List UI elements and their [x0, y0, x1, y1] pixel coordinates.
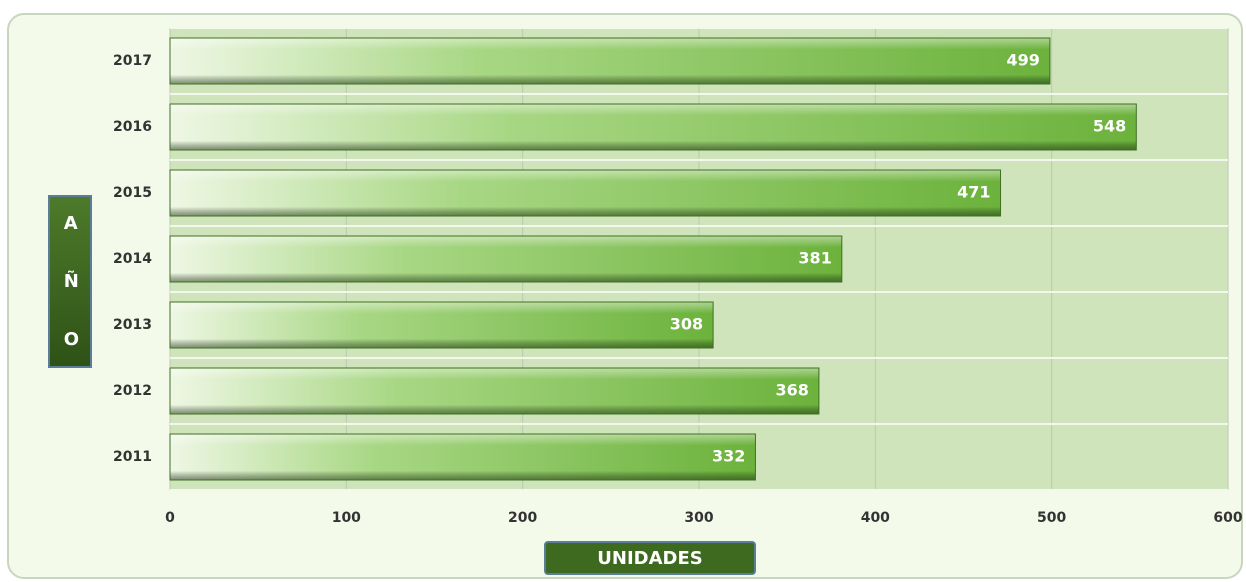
bar-shade — [169, 433, 756, 481]
x-tick-label: 200 — [508, 510, 537, 526]
x-tick-label: 500 — [1037, 510, 1066, 526]
y-tick-label: 2012 — [113, 383, 152, 399]
x-tick-label: 600 — [1213, 510, 1242, 526]
bar-shade — [169, 103, 1137, 151]
y-tick-label: 2014 — [113, 251, 152, 267]
y-axis-label: AÑO — [63, 212, 80, 350]
value-label: 499 — [1006, 51, 1039, 70]
y-tick-label: 2015 — [113, 185, 152, 201]
value-label: 308 — [670, 315, 703, 334]
value-label: 548 — [1093, 117, 1126, 136]
value-label: 368 — [776, 381, 809, 400]
value-label: 332 — [712, 447, 745, 466]
x-tick-label: 300 — [684, 510, 713, 526]
y-tick-label: 2011 — [113, 449, 152, 465]
x-tick-label: 400 — [861, 510, 890, 526]
x-axis-label: UNIDADES — [597, 548, 702, 569]
y-label-box: AÑO — [48, 195, 92, 368]
bar-shade — [169, 37, 1051, 85]
x-tick-label: 100 — [332, 510, 361, 526]
y-tick-label: 2016 — [113, 119, 152, 135]
y-tick-label: 2017 — [113, 53, 152, 69]
value-label: 381 — [798, 249, 831, 268]
x-label-box — [544, 541, 756, 575]
bar-shade — [169, 367, 820, 415]
bar-shade — [169, 301, 714, 349]
bar-shade — [169, 235, 843, 283]
x-tick-label: 0 — [165, 510, 175, 526]
bar-shade — [169, 169, 1002, 217]
value-label: 471 — [957, 183, 990, 202]
y-tick-label: 2013 — [113, 317, 152, 333]
